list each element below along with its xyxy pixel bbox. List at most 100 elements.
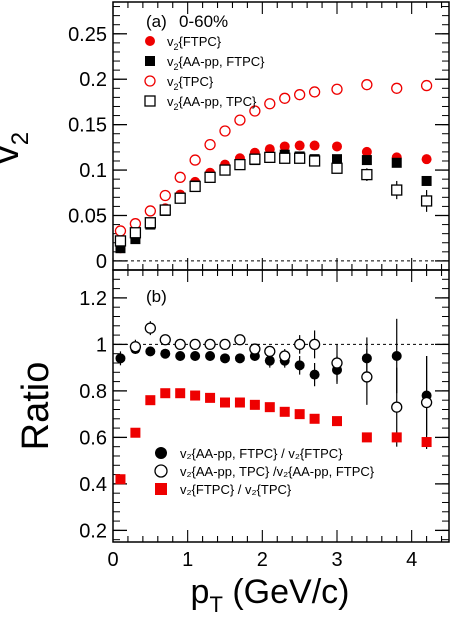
- y-tick-label-a: 0.2: [79, 69, 107, 91]
- data-point-a-s2: [249, 105, 261, 117]
- data-point-b-s2: [332, 416, 342, 427]
- x-tick-label: 0: [107, 549, 118, 571]
- data-point-b-s2: [309, 413, 320, 424]
- y-tick-label-b: 1: [96, 334, 107, 356]
- data-point-b-s2: [175, 388, 186, 399]
- data-point-b-s1: [249, 343, 261, 355]
- data-point-b-s2: [130, 427, 141, 438]
- data-point-a-s0: [361, 146, 372, 157]
- data-point-a-s3: [129, 227, 142, 239]
- legend-a-marker-3: [144, 95, 156, 107]
- data-point-b-s0: [391, 351, 402, 362]
- data-point-a-s3: [249, 153, 261, 165]
- data-point-b-s0: [205, 351, 216, 362]
- y-tick-label-a: 0.25: [68, 24, 107, 46]
- panel-b-legend: v₂{AA-pp, FTPC} / v₂{FTPC} v₂{AA-pp, TPC}…: [154, 446, 375, 497]
- panel-b-ticks: 0.2 0.4 0.6 0.8 1 1.2 0 1 2 3 4: [79, 270, 449, 571]
- data-point-a-s1: [130, 234, 141, 245]
- data-point-b-s1: [331, 357, 343, 369]
- data-point-a-s3: [189, 180, 201, 193]
- data-point-b-s1: [308, 338, 321, 351]
- data-point-a-s3: [234, 158, 246, 171]
- data-point-a-s3: [219, 164, 231, 176]
- data-point-b-s1: [294, 338, 306, 351]
- data-point-a-s3: [204, 171, 216, 183]
- legend-a-label-1: v2{AA-pp, FTPC}: [167, 54, 265, 72]
- data-point-a-s0: [421, 154, 432, 165]
- data-point-b-s0: [115, 353, 126, 364]
- centrality-label: 0-60%: [179, 12, 228, 31]
- data-point-a-s3: [294, 152, 306, 164]
- x-axis-title-main: p: [191, 573, 210, 611]
- reference-lines: [113, 260, 449, 345]
- data-point-a-s2: [264, 98, 276, 110]
- panel-b-data: [115, 318, 433, 485]
- data-point-a-s0: [309, 140, 320, 151]
- data-point-a-s2: [174, 171, 186, 183]
- data-point-a-s0: [279, 141, 290, 152]
- x-tick-label: 4: [406, 549, 417, 571]
- x-axis-title-sub: T: [209, 592, 222, 617]
- data-point-a-s1: [391, 157, 402, 168]
- data-point-b-s2: [264, 402, 275, 413]
- data-point-b-s1: [219, 338, 231, 351]
- data-point-b-s1: [361, 371, 373, 383]
- data-point-b-s1: [234, 334, 246, 346]
- data-point-b-s0: [175, 351, 186, 362]
- data-point-a-s2: [219, 125, 231, 137]
- legend-a-label-2: v2{TPC}: [167, 74, 214, 92]
- data-point-a-s3: [331, 162, 343, 174]
- data-point-a-s1: [115, 243, 126, 254]
- data-point-a-s3: [114, 235, 127, 247]
- data-point-b-s2: [279, 406, 290, 417]
- data-point-b-s2: [234, 397, 245, 408]
- data-point-b-s1: [129, 341, 142, 353]
- data-point-a-s1: [421, 175, 432, 186]
- legend-a-marker-0: [145, 36, 155, 46]
- data-point-a-s2: [234, 114, 246, 126]
- data-point-a-s2: [308, 86, 321, 98]
- data-point-b-s0: [234, 353, 245, 364]
- data-point-a-s3: [279, 152, 291, 164]
- y-axis-title-a-main: v: [0, 145, 27, 164]
- data-point-b-s1: [204, 338, 216, 351]
- y-tick-label-b: 0.6: [79, 427, 107, 449]
- svg-text:v2: v2: [0, 132, 34, 164]
- data-point-b-s1: [264, 345, 276, 358]
- data-point-a-s2: [144, 205, 156, 217]
- y-tick-label-b: 1.2: [79, 288, 107, 310]
- data-point-b-s2: [421, 437, 432, 448]
- data-point-b-s1: [159, 334, 171, 346]
- legend-b-label-1: v₂{AA-pp, TPC} /v₂{AA-pp, FTPC}: [180, 464, 375, 479]
- data-point-b-s2: [391, 432, 402, 443]
- data-point-b-s2: [220, 397, 230, 408]
- data-point-a-s1: [332, 154, 342, 165]
- panel-b-label: (b): [146, 287, 167, 306]
- data-point-a-s3: [144, 217, 156, 229]
- data-point-a-s3: [264, 151, 276, 163]
- data-point-b-s2: [249, 399, 260, 410]
- data-point-a-s0: [332, 141, 342, 152]
- data-point-a-s3: [361, 168, 373, 181]
- data-point-b-s2: [294, 409, 305, 420]
- data-point-b-s2: [205, 392, 216, 403]
- y-axis-title-a: v2: [0, 132, 34, 164]
- x-tick-label: 3: [331, 549, 342, 571]
- data-point-a-s2: [331, 83, 343, 95]
- data-point-a-s0: [264, 144, 275, 155]
- data-point-a-s2: [420, 79, 433, 92]
- data-point-b-s0: [145, 346, 156, 357]
- data-point-b-s1: [391, 401, 403, 413]
- panel-a-data: [114, 79, 433, 254]
- data-point-a-s3: [308, 155, 321, 167]
- data-point-a-s2: [279, 92, 291, 104]
- panel-a-frame: [112, 1, 450, 271]
- x-axis-title: pT (GeV/c): [191, 573, 350, 617]
- data-point-b-s2: [115, 474, 126, 485]
- data-point-b-s0: [264, 355, 275, 366]
- data-point-b-s0: [220, 353, 230, 364]
- data-point-a-s2: [361, 79, 373, 91]
- y-axis-title-a-sub: 2: [7, 132, 34, 145]
- legend-b-marker-1: [154, 464, 168, 478]
- data-point-a-s2: [294, 89, 306, 101]
